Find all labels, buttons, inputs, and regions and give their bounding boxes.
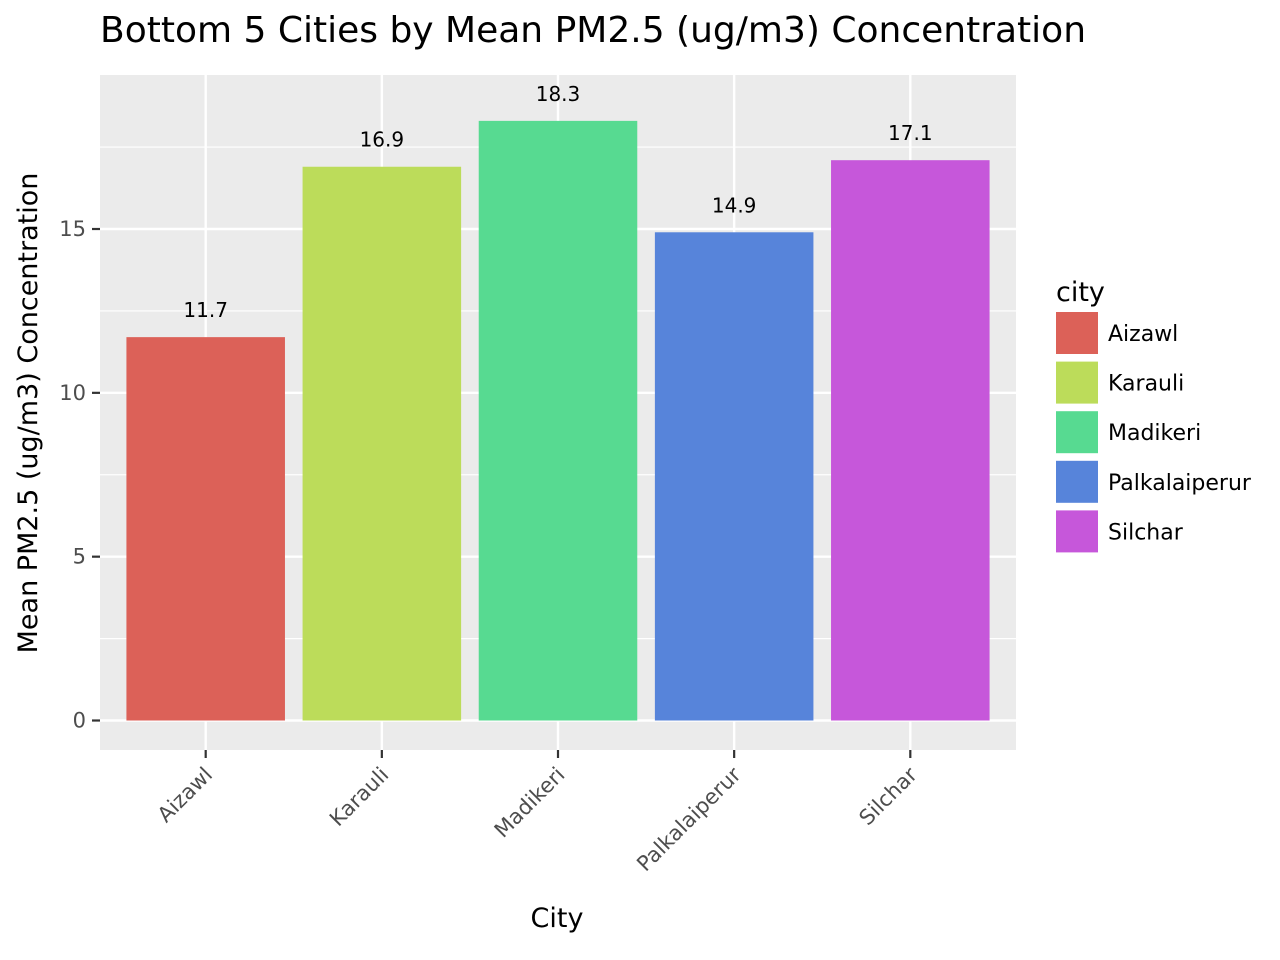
legend-label-aizawl: Aizawl (1108, 322, 1178, 347)
legend-label-karauli: Karauli (1108, 372, 1184, 397)
bar-madikeri (478, 120, 638, 721)
legend-key-madikeri (1056, 411, 1098, 454)
bar-karauli (302, 166, 462, 721)
legend-label-madikeri: Madikeri (1108, 421, 1201, 446)
y-axis: 0 5 10 15 (59, 217, 100, 733)
x-axis: Aizawl Karauli Madikeri Palkalaiperur Silcha… (153, 750, 922, 876)
x-tick-label-madikeri: Madikeri (490, 763, 570, 843)
data-labels: 11.7 16.9 18.3 14.9 17.1 (183, 82, 932, 322)
data-label-madikeri: 18.3 (536, 82, 581, 106)
y-axis-title: Mean PM2.5 (ug/m3) Concentration (13, 173, 44, 654)
x-axis-title: City (531, 903, 584, 934)
x-tick-label-silchar: Silchar (854, 762, 922, 830)
x-tick-label-palkalaiperur: Palkalaiperur (632, 762, 746, 876)
data-label-silchar: 17.1 (888, 121, 933, 145)
chart-title: Bottom 5 Cities by Mean PM2.5 (ug/m3) Co… (100, 10, 1086, 51)
legend: city Aizawl Karauli Madikeri Palkalaiperur S… (1056, 277, 1252, 553)
x-tick-label-aizawl: Aizawl (153, 763, 217, 827)
legend-label-silchar: Silchar (1108, 520, 1184, 545)
bar-palkalaiperur (654, 232, 814, 721)
legend-key-aizawl (1056, 312, 1098, 354)
y-tick-label: 10 (59, 381, 86, 405)
y-tick-label: 5 (73, 545, 86, 569)
legend-title: city (1056, 277, 1105, 308)
legend-label-palkalaiperur: Palkalaiperur (1108, 471, 1252, 496)
y-tick-label: 15 (59, 217, 86, 241)
data-label-karauli: 16.9 (360, 128, 405, 152)
legend-key-karauli (1056, 361, 1098, 404)
x-tick-label-karauli: Karauli (325, 763, 393, 831)
data-label-palkalaiperur: 14.9 (712, 193, 757, 217)
data-label-aizawl: 11.7 (183, 298, 228, 322)
bars (126, 120, 990, 721)
bar-aizawl (126, 337, 285, 721)
y-tick-label: 0 (73, 709, 86, 733)
bar-silchar (831, 160, 990, 721)
legend-key-palkalaiperur (1056, 460, 1098, 503)
legend-key-silchar (1056, 510, 1098, 553)
